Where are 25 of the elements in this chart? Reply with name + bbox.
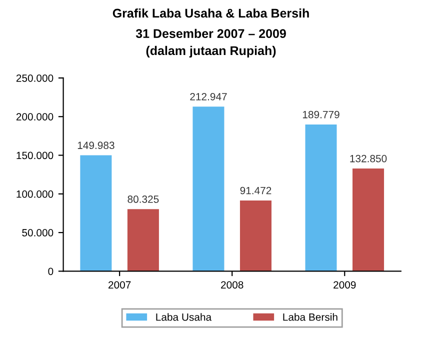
x-tick-label: 2007 bbox=[108, 281, 131, 289]
y-tick-label: 150.000 bbox=[16, 152, 54, 160]
legend-label: Laba Usaha bbox=[156, 313, 212, 321]
x-tick-label: 2009 bbox=[334, 281, 356, 289]
data-label: 132.850 bbox=[350, 154, 387, 162]
bar bbox=[305, 124, 337, 272]
bar bbox=[192, 106, 224, 272]
y-tick-label: 0 bbox=[48, 268, 54, 276]
chart-title: Grafik Laba Usaha & Laba Bersih bbox=[112, 8, 309, 18]
y-tick-label: 250.000 bbox=[16, 74, 54, 82]
y-tick-label: 100.000 bbox=[16, 190, 54, 198]
data-label: 189.779 bbox=[302, 110, 340, 118]
data-label: 212.947 bbox=[190, 93, 227, 100]
data-label: 80.325 bbox=[128, 196, 159, 203]
y-tick-label: 50.000 bbox=[22, 229, 54, 236]
data-label: 149.983 bbox=[78, 142, 114, 150]
bar bbox=[352, 168, 384, 272]
chart-subtitle: 31 Desember 2007 – 2009 (dalam jutaan Rupiah) bbox=[136, 28, 286, 58]
data-label: 91.472 bbox=[240, 186, 272, 194]
bar bbox=[240, 200, 272, 272]
x-tick-label: 2008 bbox=[221, 281, 244, 289]
bar bbox=[127, 209, 159, 272]
legend-label: Laba Bersih bbox=[283, 313, 338, 321]
y-tick-label: 200.000 bbox=[16, 113, 54, 120]
bar bbox=[80, 155, 112, 272]
